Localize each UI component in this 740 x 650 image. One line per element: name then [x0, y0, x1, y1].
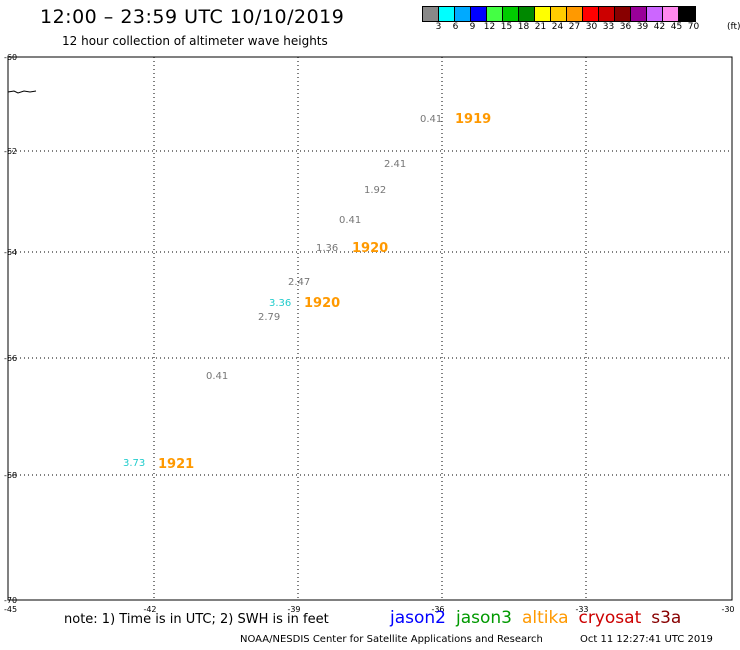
colorbar-swatch [599, 7, 615, 21]
colorbar-swatch [455, 7, 471, 21]
colorbar-swatch [583, 7, 599, 21]
lon-tick-label: -36 [431, 605, 444, 614]
colorbar-label: 36 [619, 22, 632, 32]
coastline [7, 90, 37, 94]
lat-tick-label: -68 [4, 471, 17, 480]
generated-timestamp: Oct 11 12:27:41 UTC 2019 [580, 634, 713, 645]
legend-altika: altika [522, 608, 569, 628]
colorbar-swatch [663, 7, 679, 21]
colorbar-swatch [503, 7, 519, 21]
pass-labels: 1919 1920 1920 1921 [158, 112, 491, 472]
colorbar-swatch [679, 7, 695, 21]
map-subtitle: 12 hour collection of altimeter wave hei… [62, 34, 328, 48]
colorbar-label: 30 [585, 22, 598, 32]
colorbar-label: 15 [500, 22, 513, 32]
map-frame [7, 56, 733, 601]
colorbar-swatch [519, 7, 535, 21]
swh-observation: 2.79 [258, 312, 280, 323]
swh-observation: 2.47 [288, 277, 310, 288]
map-title: 12:00 – 23:59 UTC 10/10/2019 [40, 6, 345, 28]
colorbar-labels: 3 6 9 12 15 18 21 24 27 30 33 36 39 42 45 70 [430, 22, 702, 32]
lon-tick-label: -39 [287, 605, 300, 614]
pass-time-label: 1920 [352, 241, 388, 256]
colorbar-swatch [535, 7, 551, 21]
lat-tick-label: -60 [4, 53, 17, 62]
lon-tick-label: -30 [721, 605, 734, 614]
lon-tick-label: -33 [575, 605, 588, 614]
colorbar-label: 12 [483, 22, 496, 32]
observation-labels: 0.41 2.41 1.92 0.41 1.36 2.47 3.36 2.79 0.41 3.73 [123, 114, 442, 469]
pass-time-label: 1920 [304, 296, 340, 311]
colorbar-label: 6 [452, 22, 459, 32]
legend-jason3: jason3 [456, 608, 512, 628]
colorbar-swatch [631, 7, 647, 21]
colorbar-label: 33 [602, 22, 615, 32]
swh-observation: 0.41 [420, 114, 442, 125]
colorbar-swatch [615, 7, 631, 21]
pass-time-label: 1919 [455, 112, 491, 127]
colorbar-swatch [551, 7, 567, 21]
lon-tick-label: -42 [143, 605, 156, 614]
swh-observation: 1.36 [316, 243, 338, 254]
legend-jason2: jason2 [390, 608, 446, 628]
swh-observation: 3.36 [269, 298, 291, 309]
satellite-legend: jason2 jason3 altika cryosat s3a [390, 608, 691, 628]
colorbar-unit: (ft) [727, 22, 740, 32]
wave-height-colorbar [422, 6, 696, 22]
lat-tick-label: -62 [4, 147, 17, 156]
swh-observation: 1.92 [364, 185, 386, 196]
colorbar-swatch [471, 7, 487, 21]
colorbar-label: 39 [636, 22, 649, 32]
lat-tick-label: -64 [4, 248, 17, 257]
axis-ticks: -45 -42 -39 -36 -33 -30 -60 -62 -64 -66 -68 -70 [4, 53, 735, 614]
colorbar-label: 3 [435, 22, 442, 32]
footer-note: note: 1) Time is in UTC; 2) SWH is in fe… [64, 612, 329, 627]
swh-observation: 0.41 [339, 215, 361, 226]
colorbar-label: 42 [653, 22, 666, 32]
lon-tick-label: -45 [4, 605, 17, 614]
lat-tick-label: -66 [4, 354, 17, 363]
colorbar-label: 9 [469, 22, 476, 32]
colorbar-swatch [487, 7, 503, 21]
colorbar-label: 21 [534, 22, 547, 32]
swh-observation: 3.73 [123, 458, 145, 469]
pass-time-label: 1921 [158, 457, 194, 472]
colorbar-swatch [439, 7, 455, 21]
graticule [8, 57, 732, 600]
swh-observation: 2.41 [384, 159, 406, 170]
legend-s3a: s3a [651, 608, 682, 628]
credit-line: NOAA/NESDIS Center for Satellite Applica… [240, 634, 543, 645]
colorbar-label: 70 [687, 22, 700, 32]
colorbar-swatch [423, 7, 439, 21]
swh-observation: 0.41 [206, 371, 228, 382]
lat-tick-label: -70 [4, 596, 17, 605]
colorbar-label: 18 [517, 22, 530, 32]
legend-cryosat: cryosat [578, 608, 642, 628]
colorbar-label: 45 [670, 22, 683, 32]
colorbar-swatch [567, 7, 583, 21]
colorbar-label: 24 [551, 22, 564, 32]
colorbar-swatch [647, 7, 663, 21]
colorbar-label: 27 [568, 22, 581, 32]
